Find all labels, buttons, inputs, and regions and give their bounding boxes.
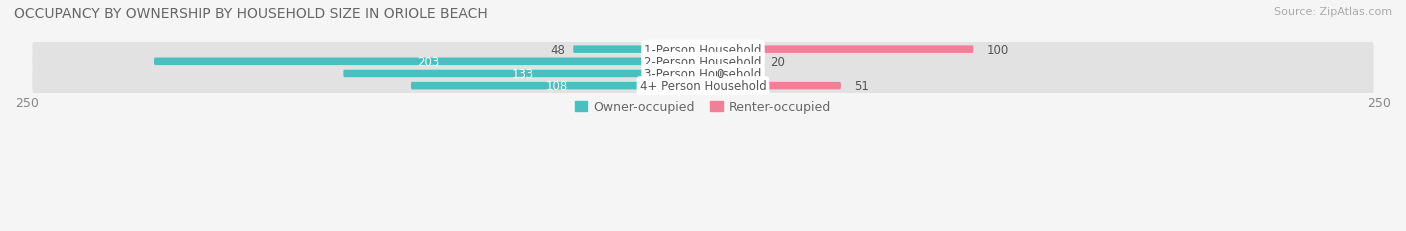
Text: 133: 133 (512, 68, 534, 81)
FancyBboxPatch shape (574, 46, 703, 54)
Text: OCCUPANCY BY OWNERSHIP BY HOUSEHOLD SIZE IN ORIOLE BEACH: OCCUPANCY BY OWNERSHIP BY HOUSEHOLD SIZE… (14, 7, 488, 21)
Text: 48: 48 (550, 43, 565, 56)
Text: 108: 108 (546, 80, 568, 93)
Text: Source: ZipAtlas.com: Source: ZipAtlas.com (1274, 7, 1392, 17)
Text: 203: 203 (418, 56, 440, 69)
Text: 2-Person Household: 2-Person Household (644, 56, 762, 69)
FancyBboxPatch shape (703, 82, 841, 90)
FancyBboxPatch shape (32, 66, 1374, 82)
Text: 20: 20 (770, 56, 786, 69)
Text: 3-Person Household: 3-Person Household (644, 68, 762, 81)
Text: 100: 100 (987, 43, 1010, 56)
FancyBboxPatch shape (32, 78, 1374, 94)
Text: 4+ Person Household: 4+ Person Household (640, 80, 766, 93)
FancyBboxPatch shape (155, 58, 703, 66)
Text: 51: 51 (855, 80, 869, 93)
FancyBboxPatch shape (411, 82, 703, 90)
FancyBboxPatch shape (703, 58, 756, 66)
Text: 0: 0 (717, 68, 724, 81)
Legend: Owner-occupied, Renter-occupied: Owner-occupied, Renter-occupied (569, 96, 837, 119)
Text: 1-Person Household: 1-Person Household (644, 43, 762, 56)
FancyBboxPatch shape (703, 46, 973, 54)
FancyBboxPatch shape (343, 70, 703, 78)
FancyBboxPatch shape (32, 54, 1374, 70)
FancyBboxPatch shape (32, 42, 1374, 58)
